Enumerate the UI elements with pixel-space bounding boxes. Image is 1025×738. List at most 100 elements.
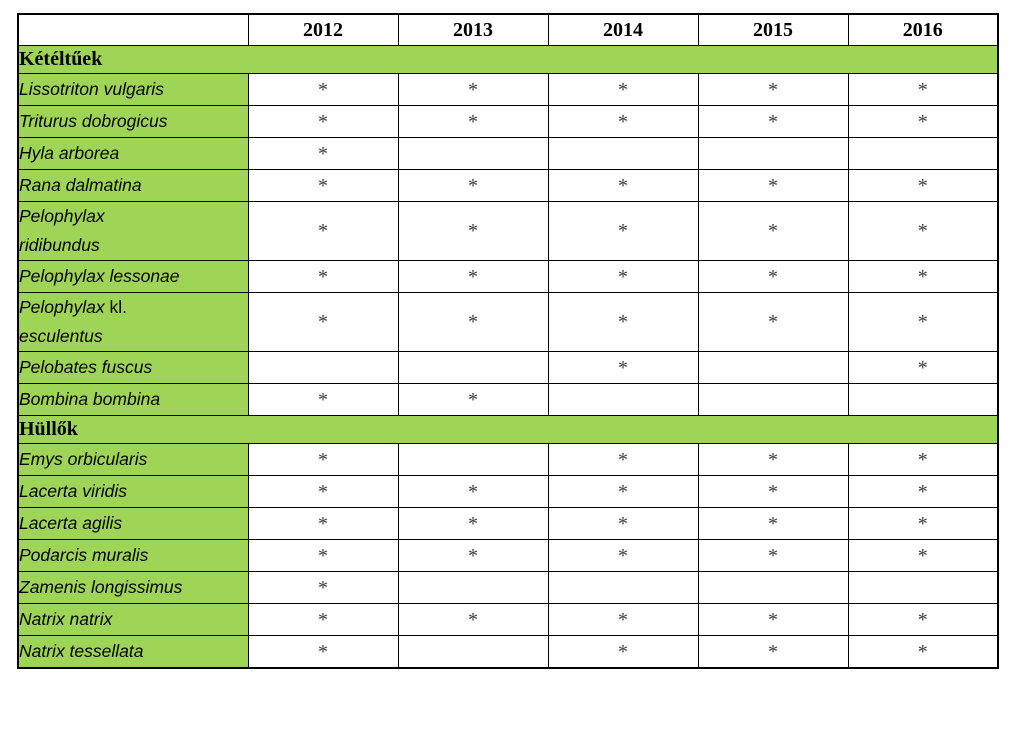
presence-cell: * <box>247 292 399 352</box>
species-name-cell: Natrix natrix <box>17 603 249 636</box>
presence-cell: * <box>547 475 699 508</box>
presence-cell <box>547 137 699 170</box>
presence-cell: * <box>697 507 849 540</box>
species-name-text: Pelobates fuscus <box>19 357 153 377</box>
presence-cell: * <box>547 603 699 636</box>
presence-cell: * <box>247 475 399 508</box>
presence-cell: * <box>397 292 549 352</box>
presence-cell: * <box>847 169 999 202</box>
presence-cell <box>697 137 849 170</box>
presence-cell: * <box>397 507 549 540</box>
presence-cell: * <box>847 475 999 508</box>
year-header-cell: 2013 <box>397 13 549 46</box>
presence-cell: * <box>847 260 999 293</box>
presence-cell: * <box>547 539 699 572</box>
presence-cell <box>697 383 849 416</box>
species-name-text: Pelophylax <box>19 297 110 317</box>
table-row: Triturus dobrogicus * * * * * <box>17 105 999 138</box>
table-row: Zamenis longissimus * <box>17 571 999 604</box>
presence-cell: * <box>847 73 999 106</box>
species-name-cell: Pelophylax kl. esculentus <box>17 292 249 352</box>
presence-cell: * <box>697 169 849 202</box>
presence-cell: * <box>247 539 399 572</box>
presence-cell: * <box>847 539 999 572</box>
presence-cell: * <box>397 539 549 572</box>
presence-cell: * <box>697 73 849 106</box>
presence-cell: * <box>247 507 399 540</box>
presence-cell: * <box>697 201 849 261</box>
table-row: Podarcis muralis * * * * * <box>17 539 999 572</box>
presence-cell: * <box>697 475 849 508</box>
table-row: Pelophylax ridibundus * * * * * <box>17 201 999 261</box>
species-name-text: Emys orbicularis <box>19 449 148 469</box>
presence-cell: * <box>847 603 999 636</box>
species-name-cell: Zamenis longissimus <box>17 571 249 604</box>
presence-cell: * <box>397 201 549 261</box>
species-name-text: esculentus <box>19 326 103 346</box>
species-name-cell: Triturus dobrogicus <box>17 105 249 138</box>
presence-cell: * <box>547 507 699 540</box>
presence-cell: * <box>247 635 399 669</box>
presence-cell <box>847 571 999 604</box>
presence-cell: * <box>247 603 399 636</box>
presence-cell: * <box>247 443 399 476</box>
presence-cell: * <box>847 507 999 540</box>
presence-cell: * <box>247 105 399 138</box>
table-row: Natrix natrix * * * * * <box>17 603 999 636</box>
table-row: Lacerta viridis * * * * * <box>17 475 999 508</box>
presence-cell: * <box>247 169 399 202</box>
species-name-cell: Rana dalmatina <box>17 169 249 202</box>
species-name-cell: Emys orbicularis <box>17 443 249 476</box>
table-row: Pelobates fuscus * * <box>17 351 999 384</box>
presence-cell <box>547 571 699 604</box>
presence-cell: * <box>397 73 549 106</box>
presence-cell: * <box>397 475 549 508</box>
presence-cell: * <box>247 571 399 604</box>
presence-cell: * <box>547 443 699 476</box>
presence-cell: * <box>847 635 999 669</box>
table-row: Lissotriton vulgaris * * * * * <box>17 73 999 106</box>
species-name-cell: Lacerta agilis <box>17 507 249 540</box>
presence-cell: * <box>397 105 549 138</box>
presence-cell: * <box>697 603 849 636</box>
presence-cell: * <box>247 137 399 170</box>
presence-cell: * <box>547 201 699 261</box>
year-header-cell: 2014 <box>547 13 699 46</box>
species-name-cell: Lissotriton vulgaris <box>17 73 249 106</box>
species-observation-table-body: 2012 2013 2014 2015 2016 Kétéltűek Lissotriton… <box>17 13 999 669</box>
species-name-cell: Hyla arborea <box>17 137 249 170</box>
presence-cell <box>397 571 549 604</box>
species-name-text: Bombina bombina <box>19 389 161 409</box>
presence-cell: * <box>397 603 549 636</box>
presence-cell <box>397 443 549 476</box>
species-name-text: Pelophylax lessonae <box>19 266 180 286</box>
presence-cell <box>547 383 699 416</box>
species-name-text: Natrix natrix <box>19 609 113 629</box>
presence-cell: * <box>697 635 849 669</box>
table-row: Bombina bombina * * <box>17 383 999 416</box>
presence-cell: * <box>847 443 999 476</box>
species-name-text: Hyla arborea <box>19 143 120 163</box>
presence-cell: * <box>847 351 999 384</box>
presence-cell: * <box>547 635 699 669</box>
presence-cell: * <box>547 105 699 138</box>
table-row: Pelophylax kl. esculentus * * * * * <box>17 292 999 352</box>
section-header-cell: Hüllők <box>17 415 999 444</box>
section-header-row: Hüllők <box>17 415 999 444</box>
table-row: Hyla arborea * <box>17 137 999 170</box>
section-header-cell: Kétéltűek <box>17 45 999 74</box>
species-name-text: Triturus dobrogicus <box>19 111 168 131</box>
presence-cell <box>247 351 399 384</box>
presence-cell <box>397 351 549 384</box>
presence-cell: * <box>247 201 399 261</box>
species-name-text: Rana dalmatina <box>19 175 142 195</box>
section-header-row: Kétéltűek <box>17 45 999 74</box>
species-name-text: Natrix tessellata <box>19 641 144 661</box>
species-name-text: ridibundus <box>19 235 100 255</box>
table-row: Rana dalmatina * * * * * <box>17 169 999 202</box>
species-name-text: Zamenis longissimus <box>19 577 183 597</box>
presence-cell: * <box>397 383 549 416</box>
presence-cell <box>397 635 549 669</box>
species-name-text: Pelophylax <box>19 206 105 226</box>
